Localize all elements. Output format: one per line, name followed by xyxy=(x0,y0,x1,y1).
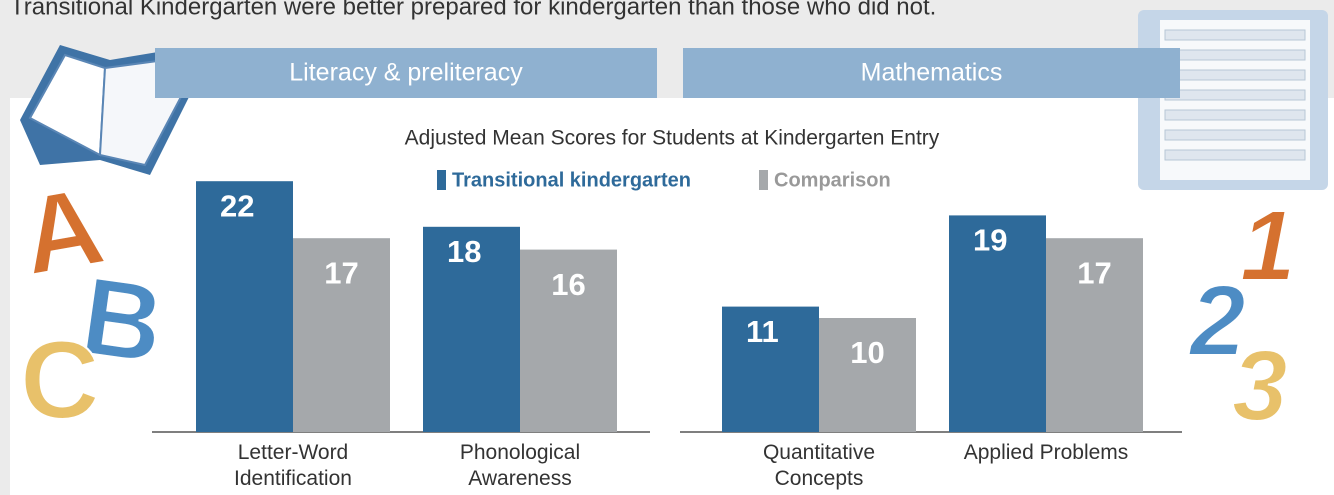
value-label: 17 xyxy=(1077,255,1111,290)
x-tick-label: Letter-Word Identification xyxy=(198,440,388,492)
value-label: 18 xyxy=(447,234,481,269)
value-label: 17 xyxy=(324,255,358,290)
decor-number: 1 xyxy=(1240,190,1296,302)
x-tick-label: Quantitative Concepts xyxy=(724,440,914,492)
value-label: 11 xyxy=(746,314,779,349)
group-header: Literacy & preliteracy xyxy=(289,59,523,87)
legend-label: Transitional kindergarten xyxy=(452,169,691,191)
decor-number: 3 xyxy=(1232,330,1288,442)
chart: Transitional Kindergarten were better pr… xyxy=(0,0,1334,495)
decor-letter: C xyxy=(20,319,99,442)
chart-title: Adjusted Mean Scores for Students at Kin… xyxy=(405,127,940,150)
value-label: 19 xyxy=(973,223,1007,258)
x-tick-label: Phonological Awareness xyxy=(425,440,615,492)
legend-swatch xyxy=(437,170,446,190)
header-text: Transitional Kindergarten were better pr… xyxy=(10,0,936,20)
abacus-icon xyxy=(1138,10,1328,190)
value-label: 10 xyxy=(850,335,884,370)
legend-label: Comparison xyxy=(774,169,891,191)
infographic: Transitional Kindergarten were better pr… xyxy=(0,0,1334,495)
x-tick-label: Applied Problems xyxy=(951,440,1141,466)
group-header: Mathematics xyxy=(861,59,1003,87)
legend-swatch xyxy=(759,170,768,190)
value-label: 22 xyxy=(220,188,254,223)
value-label: 16 xyxy=(551,267,585,302)
